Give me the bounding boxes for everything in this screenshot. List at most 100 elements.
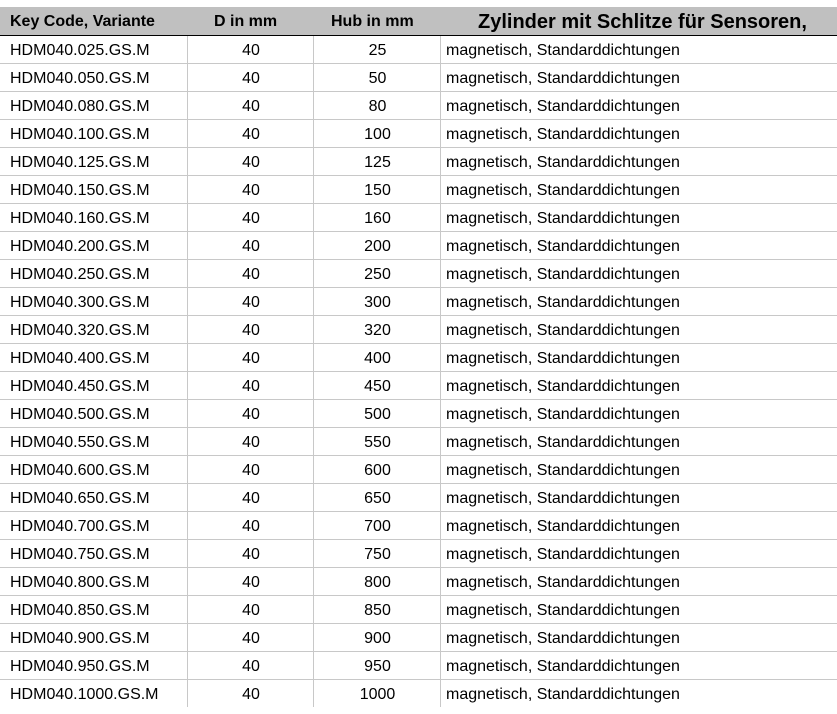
table-row[interactable]: HDM040.900.GS.M 40 900 magnetisch, Standard… bbox=[0, 624, 837, 652]
table-row[interactable]: HDM040.160.GS.M 40 160 magnetisch, Standard… bbox=[0, 204, 837, 232]
cell-hub[interactable]: 50 bbox=[313, 64, 441, 91]
cell-hub[interactable]: 250 bbox=[313, 260, 441, 287]
cell-d[interactable]: 40 bbox=[187, 232, 314, 259]
cell-description[interactable]: magnetisch, Standarddichtungen bbox=[440, 372, 837, 399]
cell-key-code[interactable]: HDM040.500.GS.M bbox=[10, 406, 150, 423]
cell-description[interactable]: magnetisch, Standarddichtungen bbox=[440, 64, 837, 91]
cell-description[interactable]: magnetisch, Standarddichtungen bbox=[440, 428, 837, 455]
cell-hub[interactable]: 160 bbox=[313, 204, 441, 231]
cell-hub[interactable]: 550 bbox=[313, 428, 441, 455]
table-row[interactable]: HDM040.550.GS.M 40 550 magnetisch, Standard… bbox=[0, 428, 837, 456]
table-row[interactable]: HDM040.100.GS.M 40 100 magnetisch, Standard… bbox=[0, 120, 837, 148]
cell-d[interactable]: 40 bbox=[187, 64, 314, 91]
cell-key-code[interactable]: HDM040.950.GS.M bbox=[10, 658, 150, 675]
cell-key-code[interactable]: HDM040.800.GS.M bbox=[10, 574, 150, 591]
cell-d[interactable]: 40 bbox=[187, 624, 314, 651]
cell-description[interactable]: magnetisch, Standarddichtungen bbox=[440, 512, 837, 539]
table-row[interactable]: HDM040.600.GS.M 40 600 magnetisch, Standard… bbox=[0, 456, 837, 484]
cell-description[interactable]: magnetisch, Standarddichtungen bbox=[440, 288, 837, 315]
cell-key-code[interactable]: HDM040.850.GS.M bbox=[10, 602, 150, 619]
table-row[interactable]: HDM040.050.GS.M 40 50 magnetisch, Standardd… bbox=[0, 64, 837, 92]
cell-d[interactable]: 40 bbox=[187, 288, 314, 315]
cell-key-code[interactable]: HDM040.450.GS.M bbox=[10, 378, 150, 395]
cell-hub[interactable]: 700 bbox=[313, 512, 441, 539]
cell-key-code[interactable]: HDM040.600.GS.M bbox=[10, 462, 150, 479]
table-row[interactable]: HDM040.300.GS.M 40 300 magnetisch, Standard… bbox=[0, 288, 837, 316]
cell-hub[interactable]: 25 bbox=[313, 36, 441, 63]
cell-hub[interactable]: 750 bbox=[313, 540, 441, 567]
cell-description[interactable]: magnetisch, Standarddichtungen bbox=[440, 456, 837, 483]
cell-d[interactable]: 40 bbox=[187, 484, 314, 511]
cell-d[interactable]: 40 bbox=[187, 568, 314, 595]
cell-hub[interactable]: 650 bbox=[313, 484, 441, 511]
table-row[interactable]: HDM040.500.GS.M 40 500 magnetisch, Standard… bbox=[0, 400, 837, 428]
cell-d[interactable]: 40 bbox=[187, 120, 314, 147]
table-row[interactable]: HDM040.950.GS.M 40 950 magnetisch, Standard… bbox=[0, 652, 837, 680]
cell-hub[interactable]: 100 bbox=[313, 120, 441, 147]
cell-hub[interactable]: 200 bbox=[313, 232, 441, 259]
cell-description[interactable]: magnetisch, Standarddichtungen bbox=[440, 680, 837, 707]
cell-key-code[interactable]: HDM040.320.GS.M bbox=[10, 322, 150, 339]
cell-description[interactable]: magnetisch, Standarddichtungen bbox=[440, 148, 837, 175]
cell-key-code[interactable]: HDM040.550.GS.M bbox=[10, 434, 150, 451]
cell-hub[interactable]: 600 bbox=[313, 456, 441, 483]
table-row[interactable]: HDM040.125.GS.M 40 125 magnetisch, Standard… bbox=[0, 148, 837, 176]
cell-key-code[interactable]: HDM040.300.GS.M bbox=[10, 294, 150, 311]
table-row[interactable]: HDM040.450.GS.M 40 450 magnetisch, Standard… bbox=[0, 372, 837, 400]
cell-d[interactable]: 40 bbox=[187, 260, 314, 287]
cell-d[interactable]: 40 bbox=[187, 456, 314, 483]
table-row[interactable]: HDM040.320.GS.M 40 320 magnetisch, Standard… bbox=[0, 316, 837, 344]
cell-d[interactable]: 40 bbox=[187, 36, 314, 63]
cell-description[interactable]: magnetisch, Standarddichtungen bbox=[440, 92, 837, 119]
table-row[interactable]: HDM040.200.GS.M 40 200 magnetisch, Standard… bbox=[0, 232, 837, 260]
table-row[interactable]: HDM040.750.GS.M 40 750 magnetisch, Standard… bbox=[0, 540, 837, 568]
cell-hub[interactable]: 400 bbox=[313, 344, 441, 371]
cell-key-code[interactable]: HDM040.160.GS.M bbox=[10, 210, 150, 227]
cell-description[interactable]: magnetisch, Standarddichtungen bbox=[440, 568, 837, 595]
cell-hub[interactable]: 300 bbox=[313, 288, 441, 315]
cell-hub[interactable]: 900 bbox=[313, 624, 441, 651]
cell-key-code[interactable]: HDM040.125.GS.M bbox=[10, 154, 150, 171]
cell-description[interactable]: magnetisch, Standarddichtungen bbox=[440, 652, 837, 679]
cell-description[interactable]: magnetisch, Standarddichtungen bbox=[440, 260, 837, 287]
cell-description[interactable]: magnetisch, Standarddichtungen bbox=[440, 204, 837, 231]
cell-d[interactable]: 40 bbox=[187, 428, 314, 455]
cell-key-code[interactable]: HDM040.750.GS.M bbox=[10, 546, 150, 563]
cell-key-code[interactable]: HDM040.150.GS.M bbox=[10, 182, 150, 199]
cell-key-code[interactable]: HDM040.650.GS.M bbox=[10, 490, 150, 507]
table-row[interactable]: HDM040.800.GS.M 40 800 magnetisch, Standard… bbox=[0, 568, 837, 596]
cell-d[interactable]: 40 bbox=[187, 344, 314, 371]
cell-description[interactable]: magnetisch, Standarddichtungen bbox=[440, 624, 837, 651]
cell-d[interactable]: 40 bbox=[187, 92, 314, 119]
cell-description[interactable]: magnetisch, Standarddichtungen bbox=[440, 484, 837, 511]
table-row[interactable]: HDM040.400.GS.M 40 400 magnetisch, Standard… bbox=[0, 344, 837, 372]
cell-hub[interactable]: 80 bbox=[313, 92, 441, 119]
cell-hub[interactable]: 125 bbox=[313, 148, 441, 175]
cell-key-code[interactable]: HDM040.025.GS.M bbox=[10, 42, 150, 59]
cell-description[interactable]: magnetisch, Standarddichtungen bbox=[440, 120, 837, 147]
cell-d[interactable]: 40 bbox=[187, 400, 314, 427]
cell-key-code[interactable]: HDM040.050.GS.M bbox=[10, 70, 150, 87]
cell-d[interactable]: 40 bbox=[187, 316, 314, 343]
cell-key-code[interactable]: HDM040.080.GS.M bbox=[10, 98, 150, 115]
table-row[interactable]: HDM040.150.GS.M 40 150 magnetisch, Standard… bbox=[0, 176, 837, 204]
cell-d[interactable]: 40 bbox=[187, 512, 314, 539]
cell-description[interactable]: magnetisch, Standarddichtungen bbox=[440, 232, 837, 259]
cell-hub[interactable]: 320 bbox=[313, 316, 441, 343]
cell-key-code[interactable]: HDM040.1000.GS.M bbox=[10, 686, 159, 703]
cell-description[interactable]: magnetisch, Standarddichtungen bbox=[440, 596, 837, 623]
cell-hub[interactable]: 500 bbox=[313, 400, 441, 427]
cell-description[interactable]: magnetisch, Standarddichtungen bbox=[440, 400, 837, 427]
table-row[interactable]: HDM040.650.GS.M 40 650 magnetisch, Standard… bbox=[0, 484, 837, 512]
table-row[interactable]: HDM040.850.GS.M 40 850 magnetisch, Standard… bbox=[0, 596, 837, 624]
cell-description[interactable]: magnetisch, Standarddichtungen bbox=[440, 176, 837, 203]
cell-key-code[interactable]: HDM040.900.GS.M bbox=[10, 630, 150, 647]
cell-d[interactable]: 40 bbox=[187, 596, 314, 623]
cell-d[interactable]: 40 bbox=[187, 680, 314, 707]
cell-hub[interactable]: 950 bbox=[313, 652, 441, 679]
cell-description[interactable]: magnetisch, Standarddichtungen bbox=[440, 540, 837, 567]
cell-description[interactable]: magnetisch, Standarddichtungen bbox=[440, 344, 837, 371]
cell-d[interactable]: 40 bbox=[187, 148, 314, 175]
cell-hub[interactable]: 800 bbox=[313, 568, 441, 595]
table-row[interactable]: HDM040.250.GS.M 40 250 magnetisch, Standard… bbox=[0, 260, 837, 288]
